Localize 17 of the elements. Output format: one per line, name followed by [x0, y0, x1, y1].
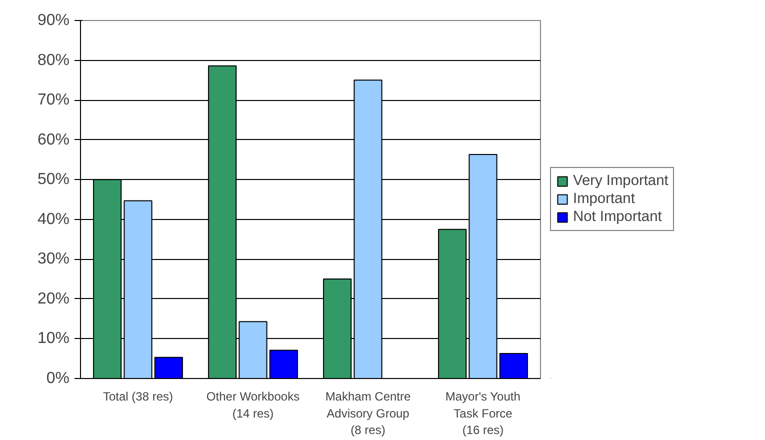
x-tick-label: Other Workbooks (14 res) [206, 390, 300, 420]
y-tick-label: 0% [46, 370, 70, 387]
y-tick-label: 90% [37, 12, 70, 29]
y-tick-label: 10% [37, 330, 70, 348]
y-tick-label: 40% [37, 210, 70, 228]
legend-label: Very Important [573, 173, 668, 189]
legend-label: Important [573, 191, 635, 207]
y-tick-label: 80% [37, 52, 70, 69]
x-tick-label: Mayor's Youth Task Force (16 res) [445, 390, 520, 438]
x-tick-label: Total (38 res) [102, 390, 174, 404]
y-tick-label: 70% [37, 92, 70, 109]
y-tick-label: 30% [37, 250, 70, 268]
y-tick-label: 20% [37, 290, 70, 308]
y-tick-label: 60% [37, 131, 70, 148]
legend-label: Not Important [573, 209, 662, 225]
y-tick-label: 50% [37, 171, 70, 188]
x-tick-label: Makham Centre Advisory Group (8 res) [325, 390, 412, 438]
